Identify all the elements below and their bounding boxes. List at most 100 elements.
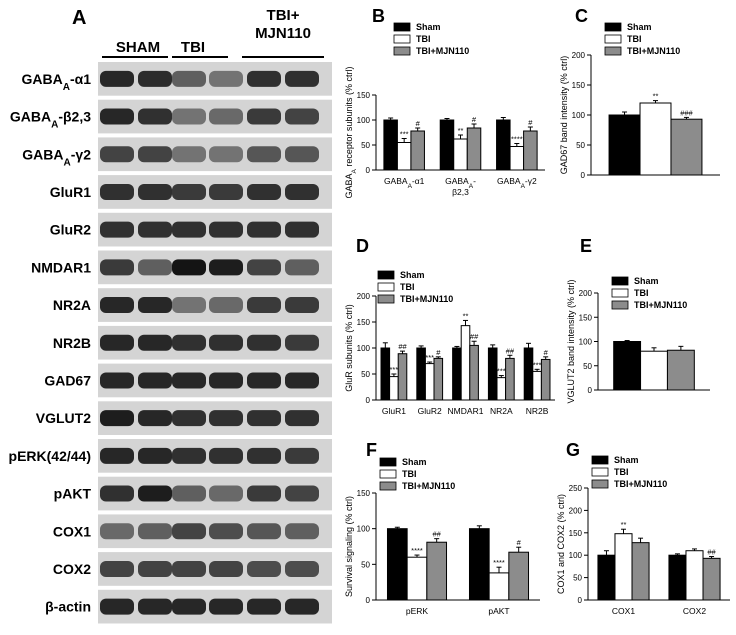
blot-band [209,146,243,163]
bar [640,350,668,391]
blot-band [138,297,172,314]
blot-band [247,146,281,163]
blot-band [247,447,281,464]
legend-swatch [604,34,622,44]
significance-mark: *** [425,353,434,362]
legend-swatch [611,288,629,298]
bar [468,528,490,601]
y-tick-label: 100 [357,116,371,125]
blot-row-label: COX2 [53,561,91,577]
blot-row-label: NR2B [53,335,91,351]
bar [389,376,399,401]
western-blot-panel: A SHAM TBI TBI+ MJN110 GABAA-α1 GABAA-β2,3 GABA… [0,0,340,630]
significance-mark: *** [533,360,542,369]
label-main: GluR2 [418,406,442,416]
blot-band [138,70,172,87]
blot-band [100,183,134,200]
label-main: pAKT [54,486,92,502]
significance-mark: *** [497,367,506,376]
blot-band [138,485,172,502]
legend-label: TBI [627,34,642,44]
y-tick-label: 50 [583,362,592,371]
y-tick-label: 0 [366,166,371,175]
y-tick-label: 150 [357,318,371,327]
significance-mark: ### [680,108,693,117]
label-suffix: -γ2 [525,176,537,186]
blot-band [100,70,134,87]
blot-band [138,108,172,125]
blot-band [247,221,281,238]
blot-row-label: pERK(42/44) [9,448,91,464]
blot-band [100,146,134,163]
y-axis-label-subscript: A [351,168,358,173]
panel-d-glur-chart: D Sham TBI TBI+MJN110 0 50 100 150 200 GluR subun… [340,228,562,428]
blot-row-label: GAD67 [44,372,91,388]
panel-letter: B [372,6,385,26]
blot-band [138,560,172,577]
y-tick-label: 0 [588,386,593,395]
legend-swatch [379,457,397,467]
legend-swatch [393,22,411,32]
label-main: pERK [406,606,429,616]
blot-band [100,372,134,389]
legend-swatch [393,34,411,44]
blot-band [100,108,134,125]
y-tick-label: 50 [361,560,370,569]
label-main: NR2B [526,406,549,416]
blot-band [172,146,206,163]
blot-row-label: pAKT [54,486,92,502]
label-main: NMDAR1 [448,406,484,416]
blot-row-label: GABAA-β2,3 [10,109,91,131]
legend-label: Sham [634,276,659,286]
y-axis-label: GluR subunits (% ctrl) [344,304,354,392]
x-category-label: COX1 [612,606,635,616]
bar [426,541,448,601]
blot-band [172,410,206,427]
y-tick-label: 150 [572,81,586,90]
legend-label: TBI+MJN110 [400,294,453,304]
y-tick-label: 100 [357,525,371,534]
bar [702,557,721,601]
x-category-label: GluR2 [418,406,442,416]
blot-band [285,372,319,389]
label-suffix: -α1 [412,176,425,186]
significance-mark: ** [621,520,627,529]
y-tick-label: 150 [357,489,371,498]
legend-label: TBI+MJN110 [402,481,455,491]
blot-band [138,523,172,540]
significance-mark: ** [458,126,464,135]
y-tick-label: 200 [579,289,593,298]
legend-label: TBI [634,288,649,298]
blot-band [285,183,319,200]
significance-mark: **** [411,546,423,555]
blot-row-label: NR2A [53,297,91,313]
significance-mark: ** [653,92,659,101]
label-main: GABA [445,176,469,186]
legend-swatch [591,455,609,465]
bar [496,377,507,401]
label-subscript: A [521,183,526,190]
blot-group-label: MJN110 [255,25,311,42]
blot-band [247,410,281,427]
blot-band [172,70,206,87]
y-axis-label: VGLUT2 band intensity (% ctrl) [566,279,576,403]
x-category-label: NR2B [526,406,549,416]
blot-band [285,146,319,163]
label-subscript: A [408,183,413,190]
bar [523,130,538,171]
significance-mark: # [517,538,522,547]
blot-band [209,259,243,276]
blot-band [285,523,319,540]
blot-band [172,447,206,464]
blot-band [209,297,243,314]
bar [380,347,391,401]
bar [452,347,462,401]
bar [523,347,534,401]
blot-band [172,334,206,351]
bar [439,119,455,171]
bar [597,554,616,601]
label-main: pERK(42/44) [9,448,91,464]
blot-group-label: TBI+ [267,7,300,24]
blot-band [247,297,281,314]
